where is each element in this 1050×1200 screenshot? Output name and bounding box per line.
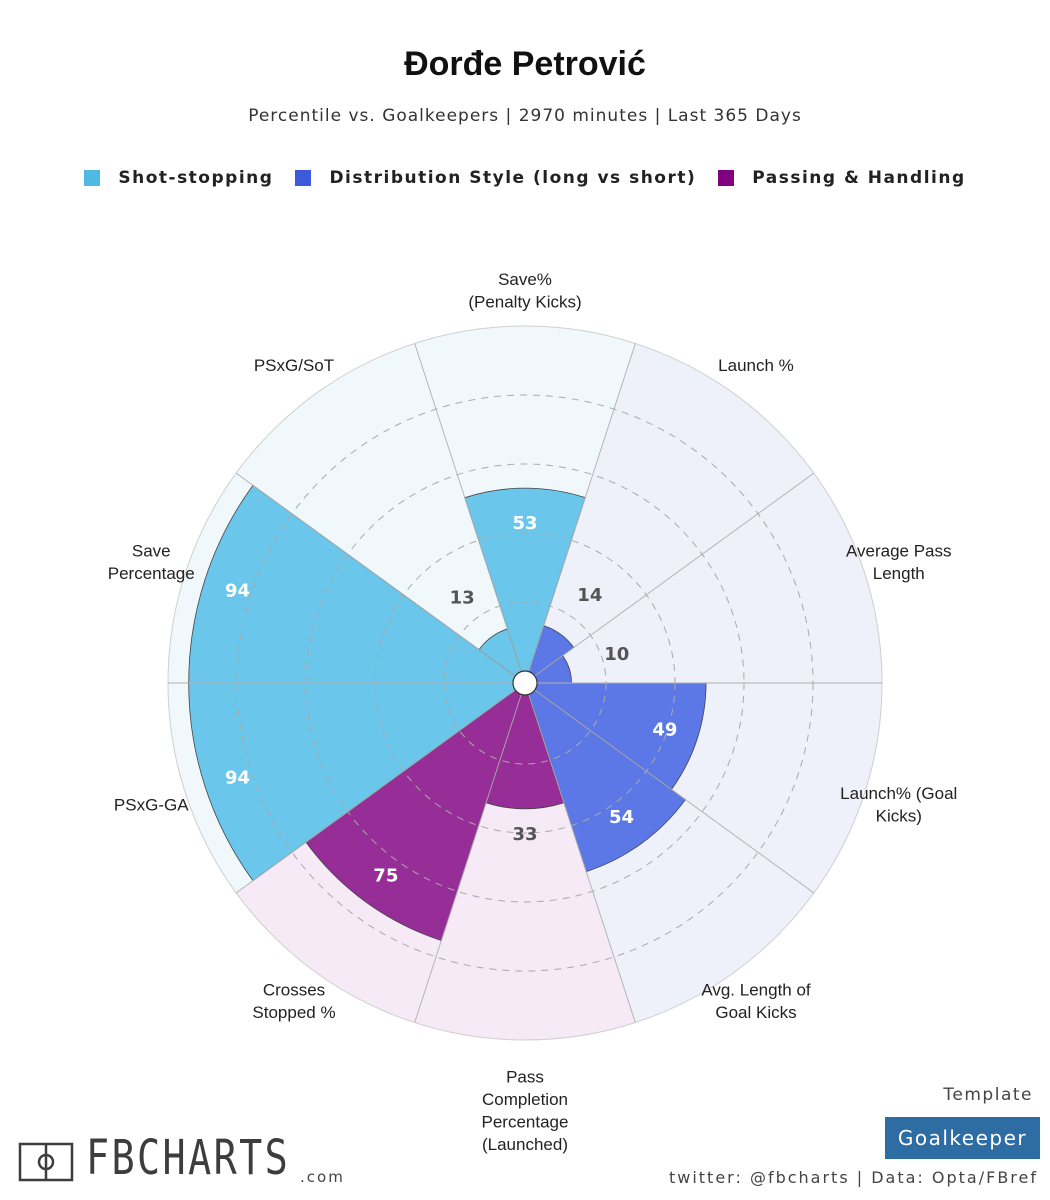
value-label: 14: [577, 585, 602, 606]
brand-name: FBCHARTS: [86, 1130, 291, 1186]
value-label: 94: [225, 767, 250, 788]
spoke: [235, 472, 526, 684]
value-label: 10: [604, 644, 629, 665]
spoke: [414, 343, 526, 684]
template-label: Template: [943, 1085, 1033, 1105]
center-hole: [512, 670, 538, 696]
value-label: 13: [450, 588, 475, 609]
category-label: Pass Completion Percentage (Launched): [482, 1067, 569, 1154]
category-label: Launch %: [718, 356, 794, 375]
category-label: Average Pass Length: [846, 541, 952, 583]
value-label: 54: [609, 807, 634, 828]
spoke: [235, 682, 526, 894]
spoke: [524, 682, 636, 1023]
chart-title: Đorđe Petrović: [404, 45, 646, 83]
spoke: [414, 682, 526, 1023]
value-label: 75: [373, 866, 398, 887]
brand-suffix: .com: [300, 1168, 345, 1186]
value-label: 94: [225, 581, 250, 602]
spoke: [524, 343, 636, 684]
credits: twitter: @fbcharts | Data: Opta/FBref: [668, 1168, 1038, 1187]
spoke: [524, 682, 815, 894]
category-label: Avg. Length of Goal Kicks: [701, 981, 811, 1023]
legend-label: Distribution Style (long vs short): [329, 168, 697, 188]
legend: Shot-stopping Distribution Style (long v…: [0, 168, 1050, 188]
category-label: Save Percentage: [108, 541, 195, 583]
chart-subtitle: Percentile vs. Goalkeepers | 2970 minute…: [248, 106, 802, 126]
sector-background: [414, 694, 636, 1040]
pitch-icon: [18, 1142, 74, 1182]
sector-background: [236, 343, 522, 676]
value-label: 53: [512, 513, 537, 534]
value-label: 49: [652, 719, 677, 740]
sector-background: [534, 473, 882, 683]
category-label: Save% (Penalty Kicks): [468, 270, 581, 312]
sector-background: [528, 343, 814, 676]
category-label: Crosses Stopped %: [252, 981, 335, 1023]
legend-item-passing: Passing & Handling: [718, 168, 965, 188]
category-label: Launch% (Goal Kicks): [840, 784, 957, 826]
template-badge: Goalkeeper: [885, 1117, 1040, 1159]
value-label: 33: [512, 824, 537, 845]
legend-item-distribution: Distribution Style (long vs short): [295, 168, 696, 188]
legend-swatch: [718, 170, 735, 186]
category-label: PSxG/SoT: [254, 356, 334, 375]
fbcharts-logo: FBCHARTS .com: [18, 1130, 343, 1186]
legend-label: Shot-stopping: [118, 168, 274, 188]
legend-label: Passing & Handling: [752, 168, 966, 188]
legend-swatch: [295, 170, 312, 186]
category-label: PSxG-GA: [114, 795, 189, 814]
legend-item-shot-stopping: Shot-stopping: [84, 168, 273, 188]
legend-swatch: [84, 170, 101, 186]
spoke: [524, 472, 815, 684]
